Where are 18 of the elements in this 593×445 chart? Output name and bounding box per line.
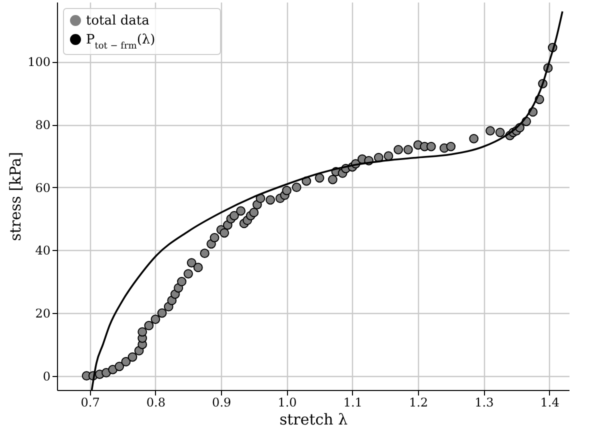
x-tick-label: 1.4 bbox=[540, 396, 560, 410]
y-tick-label: 0 bbox=[42, 369, 50, 384]
x-tick-label: 0.7 bbox=[80, 396, 100, 410]
x-tick-label: 1.2 bbox=[408, 396, 428, 410]
x-tick-label: 1.1 bbox=[343, 396, 362, 410]
x-axis-title: stretch λ bbox=[279, 410, 348, 428]
x-tick-label: 1.3 bbox=[474, 396, 494, 410]
y-tick-label: 80 bbox=[35, 118, 50, 132]
y-tick-label: 20 bbox=[35, 306, 50, 321]
legend-label: total data bbox=[86, 14, 150, 28]
x-tick-label: 0.8 bbox=[146, 396, 166, 410]
y-axis-title: stress [kPa] bbox=[6, 152, 25, 242]
y-tick-label: 60 bbox=[35, 180, 50, 195]
y-tick-label: 40 bbox=[35, 244, 50, 258]
x-tick-label: 1.0 bbox=[278, 396, 297, 410]
x-tick-label: 0.9 bbox=[212, 396, 232, 410]
y-tick-label: 100 bbox=[28, 55, 50, 70]
legend-label: P$_{tot − frm}$(λ) bbox=[86, 32, 156, 52]
